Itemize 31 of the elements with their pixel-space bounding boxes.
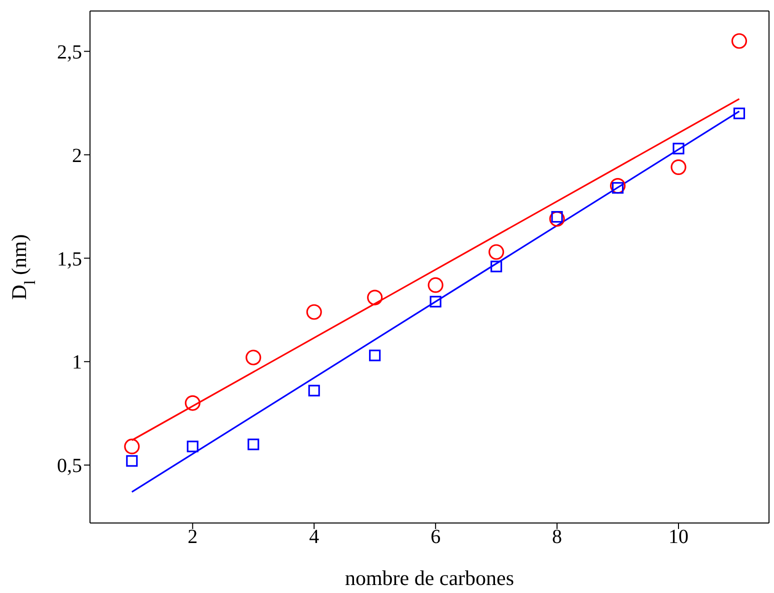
y-tick-label: 1,5: [57, 248, 82, 270]
point: [490, 260, 502, 272]
point: [733, 108, 746, 120]
x-axis-title: nombre de carbones: [344, 566, 514, 590]
point: [184, 395, 200, 411]
point: [428, 277, 444, 293]
x-tick-label: 4: [309, 526, 320, 548]
point: [430, 296, 442, 308]
point: [672, 142, 684, 154]
y-tick-label: 1: [72, 352, 82, 374]
point: [367, 290, 383, 306]
y-tick-label: 0,5: [57, 455, 82, 478]
point: [369, 350, 381, 362]
point: [488, 244, 504, 260]
point: [308, 384, 320, 396]
point: [186, 440, 198, 452]
point: [248, 438, 260, 450]
point: [124, 438, 140, 454]
y-tick-label: 2: [72, 144, 82, 167]
x-tick-label: 2: [188, 526, 198, 548]
x-tick-label: 8: [552, 526, 562, 548]
point: [246, 350, 262, 366]
point: [549, 211, 565, 227]
point: [610, 178, 626, 194]
point: [670, 159, 686, 175]
y-tick-label: 2,5: [57, 41, 82, 64]
x-tick-label: 6: [430, 526, 441, 548]
point: [126, 455, 138, 467]
x-tick-label: 10: [668, 526, 689, 548]
point: [731, 33, 748, 49]
point: [306, 304, 322, 320]
